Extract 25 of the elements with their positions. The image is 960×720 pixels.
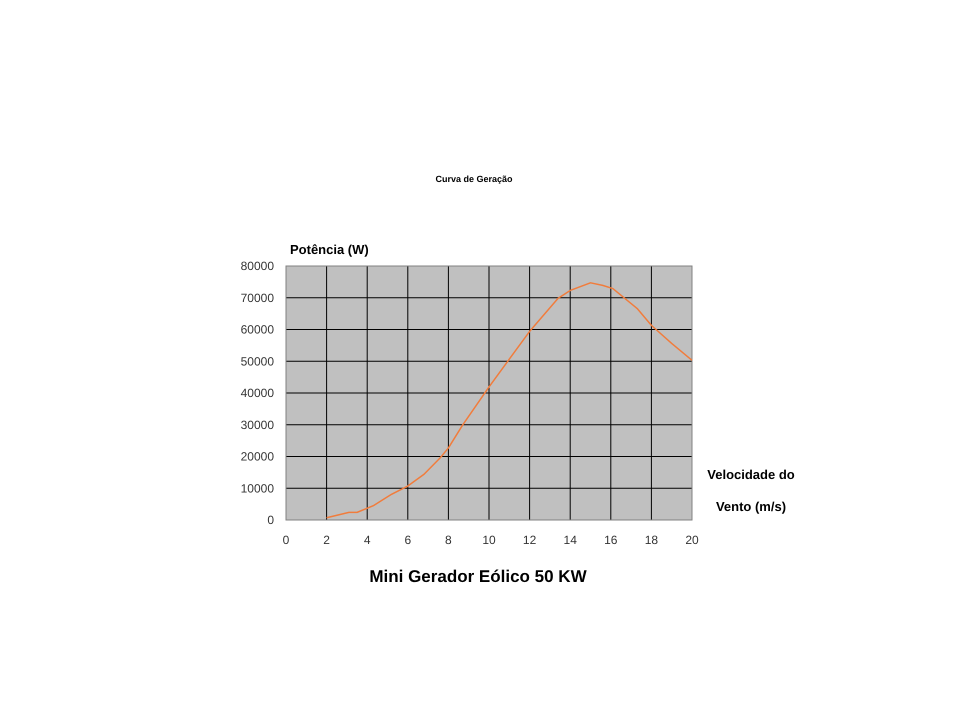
y-tick-label: 30000: [240, 418, 274, 432]
x-tick-label: 4: [364, 533, 371, 547]
y-tick-label: 70000: [240, 290, 274, 305]
x-tick-label: 6: [404, 533, 412, 547]
y-tick-label: 10000: [240, 481, 274, 496]
x-tick-label: 8: [445, 533, 452, 547]
y-tick-label: 60000: [240, 322, 274, 337]
x-tick-label: 18: [644, 533, 658, 547]
y-tick-label: 40000: [240, 386, 274, 400]
line-series: [326, 282, 693, 519]
x-tick-label: 0: [282, 533, 290, 547]
y-tick-label: 20000: [240, 450, 274, 464]
x-tick-label: 2: [323, 533, 330, 547]
x-tick-label: 12: [522, 533, 537, 547]
x-tick-label: 20: [685, 533, 699, 547]
y-tick-label: 0: [267, 513, 274, 528]
y-axis-title: Potência (W): [290, 242, 369, 257]
text: Mini Gerador Eólico 50 KW: [369, 567, 588, 586]
x-tick-label: 10: [482, 533, 496, 547]
x-tick-label: 16: [604, 533, 618, 547]
y-tick-label: 50000: [240, 354, 274, 368]
x-tick-label: 14: [564, 533, 578, 547]
chart-title: Curva de Geração: [435, 174, 514, 184]
y-tick-label: 80000: [240, 259, 274, 274]
text: Velocidade do Vento (m/s): [707, 467, 795, 514]
